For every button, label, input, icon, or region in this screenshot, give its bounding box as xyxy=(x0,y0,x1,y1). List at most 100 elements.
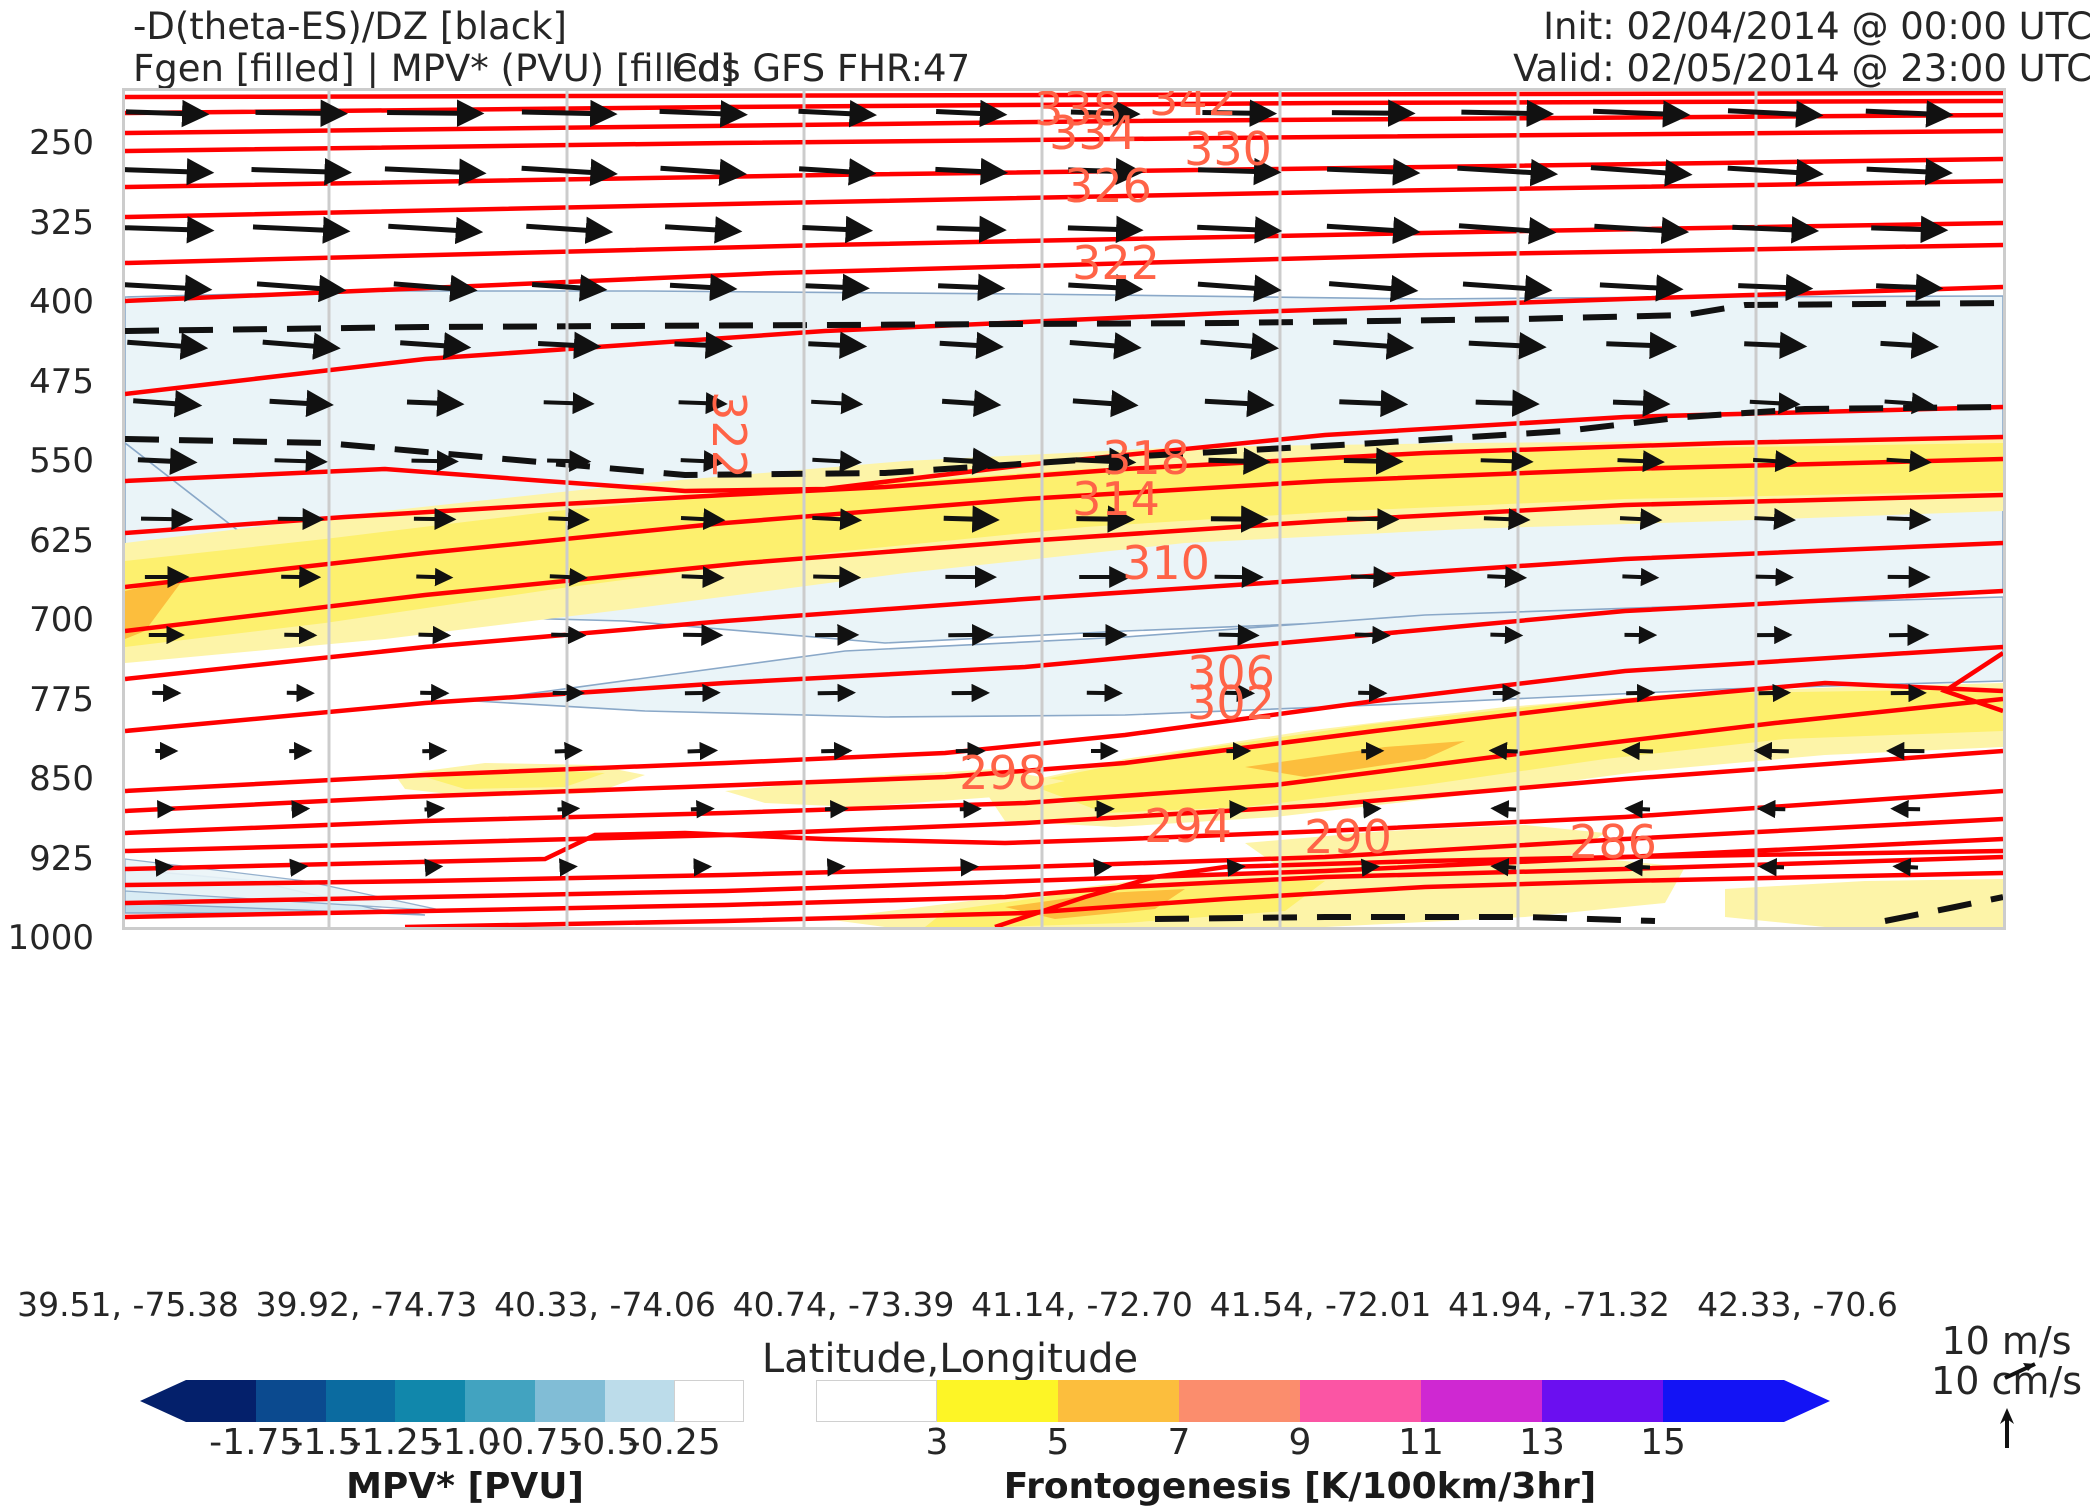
circulation-vector xyxy=(670,285,732,288)
circulation-vector xyxy=(937,228,1002,230)
circulation-vector xyxy=(256,112,343,113)
circulation-vector xyxy=(550,576,584,577)
circulation-vector xyxy=(1600,285,1678,289)
circulation-vector xyxy=(688,751,715,752)
circulation-vector xyxy=(1871,228,1943,230)
circulation-vector xyxy=(828,867,842,868)
x-tick-2: 40.33, -74.06 xyxy=(494,1285,716,1324)
vector-scale-key: 10 m/s 10 cm/s xyxy=(1931,1322,2082,1450)
circulation-vector xyxy=(419,635,448,636)
circulation-vector xyxy=(292,809,307,810)
circulation-vector xyxy=(1738,286,1808,289)
y-tick-325: 325 xyxy=(29,203,94,243)
y-tick-400: 400 xyxy=(29,282,94,322)
colorbar-tick-5: 5 xyxy=(1047,1422,1070,1463)
circulation-vector xyxy=(160,867,170,868)
circulation-vector xyxy=(1457,168,1552,174)
circulation-vector xyxy=(125,285,207,290)
contour-label-286: 286 xyxy=(1569,815,1657,869)
y-tick-925: 925 xyxy=(29,839,94,879)
circulation-vector xyxy=(1620,518,1658,520)
circulation-vector xyxy=(661,168,742,174)
circulation-vector xyxy=(1347,519,1395,520)
x-tick-6: 41.94, -71.32 xyxy=(1448,1285,1670,1324)
circulation-vector xyxy=(1593,111,1685,115)
circulation-vector xyxy=(1327,169,1415,173)
circulation-vector xyxy=(1867,169,1948,173)
circulation-vector xyxy=(1492,751,1517,752)
circulation-vector xyxy=(1876,286,1938,289)
circulation-vector xyxy=(665,227,737,231)
contour-label-302: 302 xyxy=(1187,676,1275,730)
colorbar-tick--0.75: -0.75 xyxy=(488,1422,581,1463)
contour-label-298: 298 xyxy=(959,746,1047,800)
circulation-vector xyxy=(1366,867,1377,868)
colorbar-tick-7: 7 xyxy=(1168,1422,1191,1463)
colorbar-tick--0.25: -0.25 xyxy=(628,1422,721,1463)
circulation-vector xyxy=(548,518,585,519)
title-line1-left: -D(theta-ES)/DZ [black] xyxy=(133,5,567,48)
colorbar-mpv-title: MPV* [PVU] xyxy=(140,1466,790,1507)
colorbar-segment-1 xyxy=(256,1380,326,1422)
title-line2-left: Fgen [filled] | MPV* (PVU) [filled] xyxy=(133,47,735,90)
circulation-vector xyxy=(812,460,857,463)
colorbar-segment-5 xyxy=(535,1380,605,1422)
circulation-vector xyxy=(812,518,857,520)
circulation-vector xyxy=(938,286,1000,289)
circulation-vector xyxy=(555,751,579,752)
circulation-vector xyxy=(522,112,612,114)
circulation-vector xyxy=(1757,751,1789,752)
colorbar-mpv-ticks: -1.75-1.5-1.25-1.0-0.75-0.5-0.25 xyxy=(140,1422,790,1466)
colorbar-segment-6 xyxy=(1542,1380,1663,1422)
colorbar-segment-4 xyxy=(465,1380,535,1422)
colorbar-segment-3 xyxy=(395,1380,465,1422)
circulation-vector xyxy=(1628,809,1650,810)
circulation-vector xyxy=(558,809,577,810)
circulation-vector xyxy=(694,867,709,868)
circulation-vector xyxy=(385,169,481,173)
circulation-vector xyxy=(1618,460,1661,462)
circulation-vector xyxy=(681,518,721,520)
circulation-vector xyxy=(388,226,477,232)
circulation-vector xyxy=(1753,460,1793,462)
circulation-vector xyxy=(551,635,583,636)
circulation-vector xyxy=(414,519,452,520)
circulation-vector xyxy=(963,867,976,868)
circulation-vector xyxy=(1211,519,1263,520)
circulation-vector xyxy=(407,402,459,404)
circulation-vector xyxy=(538,344,596,347)
circulation-vector xyxy=(799,111,872,115)
circulation-vector xyxy=(293,867,305,868)
circulation-vector xyxy=(691,809,711,810)
circulation-vector xyxy=(1494,866,1516,867)
circulation-vector xyxy=(270,401,329,404)
circulation-vector xyxy=(935,169,1002,172)
circulation-vector xyxy=(685,693,717,694)
circulation-vector xyxy=(126,112,204,114)
contour-label-342: 342 xyxy=(1149,91,1237,126)
circulation-vector xyxy=(1332,113,1410,114)
circulation-vector xyxy=(138,460,192,462)
circulation-vector xyxy=(1197,227,1277,231)
circulation-vector xyxy=(1461,112,1548,114)
circulation-vector xyxy=(1887,518,1927,519)
circulation-vector xyxy=(1481,460,1530,461)
circulation-vector xyxy=(547,461,587,462)
title-init-time: Init: 02/04/2014 @ 00:00 UTC xyxy=(1543,5,2092,48)
contour-label-294: 294 xyxy=(1144,799,1232,853)
circulation-vector xyxy=(1339,402,1402,405)
colorbar-tick-11: 11 xyxy=(1398,1422,1444,1463)
x-axis-label-text: Latitude,Longitude xyxy=(762,1336,1138,1382)
colorbar-tick-9: 9 xyxy=(1289,1422,1312,1463)
circulation-vector xyxy=(1762,867,1784,868)
colorbar-segment-7 xyxy=(1663,1380,1784,1422)
circulation-vector xyxy=(1744,344,1802,347)
circulation-vector xyxy=(141,519,189,520)
circulation-vector xyxy=(1881,343,1934,346)
y-tick-1000: 1000 xyxy=(7,918,94,958)
colorbar-segment-3 xyxy=(1179,1380,1300,1422)
colorbar-mpv: -1.75-1.5-1.25-1.0-0.75-0.5-0.25 MPV* [P… xyxy=(140,1380,790,1507)
colorbar-segment-2 xyxy=(1058,1380,1179,1422)
